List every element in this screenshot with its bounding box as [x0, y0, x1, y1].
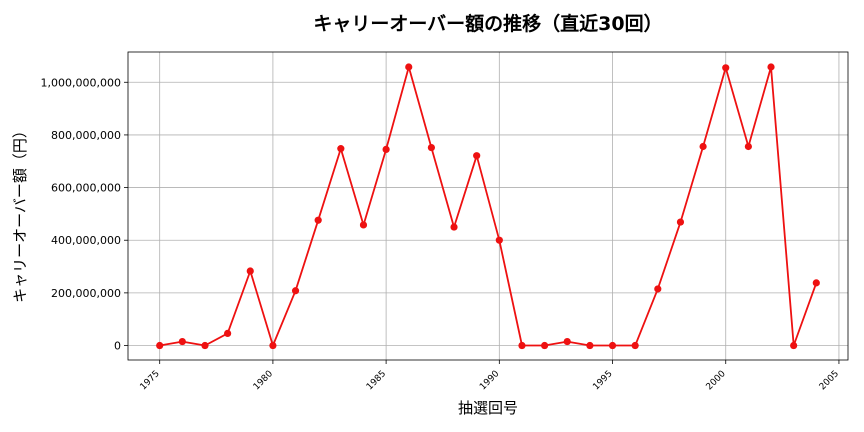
- data-point: [178, 337, 186, 346]
- x-tick-label: 1975: [139, 369, 162, 392]
- data-point: [676, 218, 685, 226]
- x-axis: 1975 1980 1985 1990 1995 2000 2005: [139, 360, 841, 392]
- data-point: [722, 64, 730, 72]
- data-point: [767, 63, 775, 71]
- data-point: [518, 341, 526, 350]
- data-point: [224, 329, 232, 338]
- data-point: [359, 221, 368, 229]
- data-point: [586, 341, 594, 350]
- data-point: [631, 341, 639, 350]
- data-point: [744, 142, 752, 151]
- data-point: [812, 279, 820, 287]
- data-point: [382, 145, 390, 154]
- data-point: [450, 223, 458, 231]
- data-point: [699, 142, 707, 151]
- data-point: [654, 285, 662, 293]
- data-point: [405, 63, 413, 71]
- x-tick-label: 1990: [478, 369, 501, 392]
- x-tick-label: 1985: [365, 369, 388, 392]
- data-point: [790, 341, 798, 350]
- data-point: [246, 267, 254, 275]
- data-point: [563, 337, 571, 346]
- y-tick-label: 0: [114, 340, 121, 353]
- data-point: [201, 341, 209, 350]
- chart-title: キャリーオーバー額の推移（直近30回）: [313, 12, 662, 35]
- y-tick-label: 1,000,000,000: [41, 76, 121, 89]
- series-line: [159, 66, 818, 347]
- grid-lines: [128, 52, 848, 360]
- data-point: [337, 145, 345, 153]
- data-point: [608, 341, 617, 350]
- data-point: [156, 341, 164, 350]
- series-carryover: [156, 63, 820, 350]
- data-point: [495, 236, 503, 244]
- y-axis-label: キャリーオーバー額（円）: [11, 123, 29, 303]
- data-point: [314, 216, 322, 224]
- x-tick-label: 2005: [818, 369, 841, 392]
- y-tick-label: 600,000,000: [51, 182, 121, 195]
- data-point: [473, 152, 481, 160]
- data-point: [427, 143, 435, 152]
- x-tick-label: 2000: [705, 369, 728, 392]
- x-tick-label: 1980: [252, 369, 275, 392]
- y-axis: 0 200,000,000 400,000,000 600,000,000 800,00…: [41, 76, 128, 353]
- y-tick-label: 400,000,000: [51, 234, 121, 247]
- plot-frame: [127, 51, 849, 361]
- y-tick-label: 200,000,000: [51, 287, 121, 300]
- y-tick-label: 800,000,000: [51, 129, 121, 142]
- data-point: [291, 287, 300, 295]
- x-tick-label: 1995: [591, 369, 614, 392]
- data-point: [269, 341, 277, 350]
- data-point: [541, 341, 549, 350]
- x-axis-label: 抽選回号: [458, 399, 518, 417]
